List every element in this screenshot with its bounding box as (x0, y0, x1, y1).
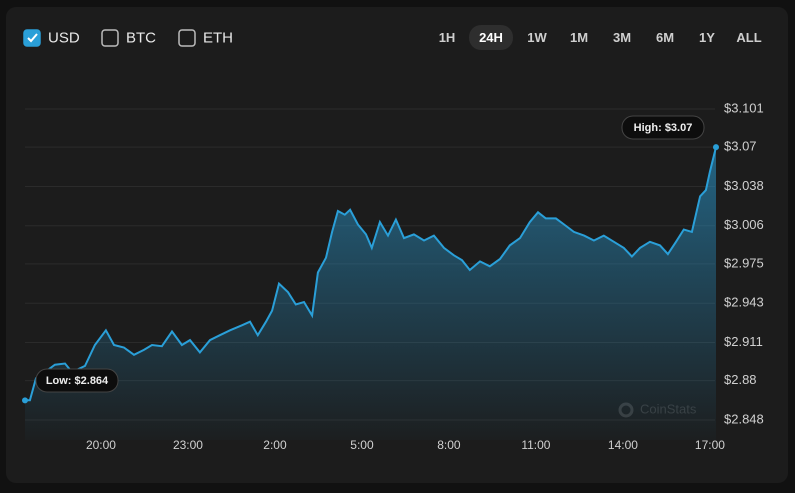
x-tick-label: 8:00 (437, 438, 461, 452)
timeframe-button[interactable]: 1W (527, 30, 547, 45)
area (25, 147, 716, 440)
x-tick-label: 2:00 (263, 438, 287, 452)
y-tick-label: $3.038 (724, 178, 764, 193)
timeframe-button[interactable]: 6M (656, 30, 674, 45)
y-tick-label: $3.07 (724, 139, 757, 154)
x-tick-label: 5:00 (350, 438, 374, 452)
timeframe-active-bg (469, 25, 513, 50)
x-tick-label: 11:00 (521, 438, 550, 452)
endpoint-dot (22, 397, 28, 404)
y-tick-label: $3.006 (724, 217, 764, 232)
timeframe-button[interactable]: 1Y (699, 30, 715, 45)
timeframe-button[interactable]: 1H (439, 30, 456, 45)
tooltip-box (621, 115, 705, 140)
y-tick-label: $2.943 (724, 295, 764, 310)
endpoint-dot (713, 144, 719, 151)
checkbox[interactable] (23, 29, 41, 47)
currency-label[interactable]: BTC (126, 29, 156, 46)
y-tick-label: $2.88 (724, 372, 757, 387)
y-tick-label: $2.911 (724, 334, 763, 349)
x-tick-label: 23:00 (173, 438, 203, 452)
timeframe-button[interactable]: 3M (613, 30, 631, 45)
currency-label[interactable]: ETH (203, 29, 233, 46)
checkbox[interactable] (178, 29, 196, 47)
tooltip-text: Low: $2.864 (46, 375, 109, 387)
timeframe-button[interactable]: 1M (570, 30, 588, 45)
y-tick-label: $3.101 (724, 100, 764, 115)
x-tick-label: 14:00 (608, 438, 638, 452)
checkmark (27, 33, 38, 43)
y-tick-label: $2.848 (724, 411, 764, 426)
currency-label[interactable]: USD (48, 29, 80, 46)
line (25, 146, 717, 402)
timeframe-button[interactable]: ALL (736, 30, 761, 45)
tooltip-box (35, 368, 119, 393)
y-tick-label: $2.975 (724, 255, 764, 270)
x-tick-label: 17:00 (695, 438, 725, 452)
timeframe-button[interactable]: 24H (479, 30, 503, 45)
checkbox[interactable] (101, 29, 119, 47)
tooltip-text: High: $3.07 (634, 122, 693, 134)
x-tick-label: 20:00 (86, 438, 116, 452)
